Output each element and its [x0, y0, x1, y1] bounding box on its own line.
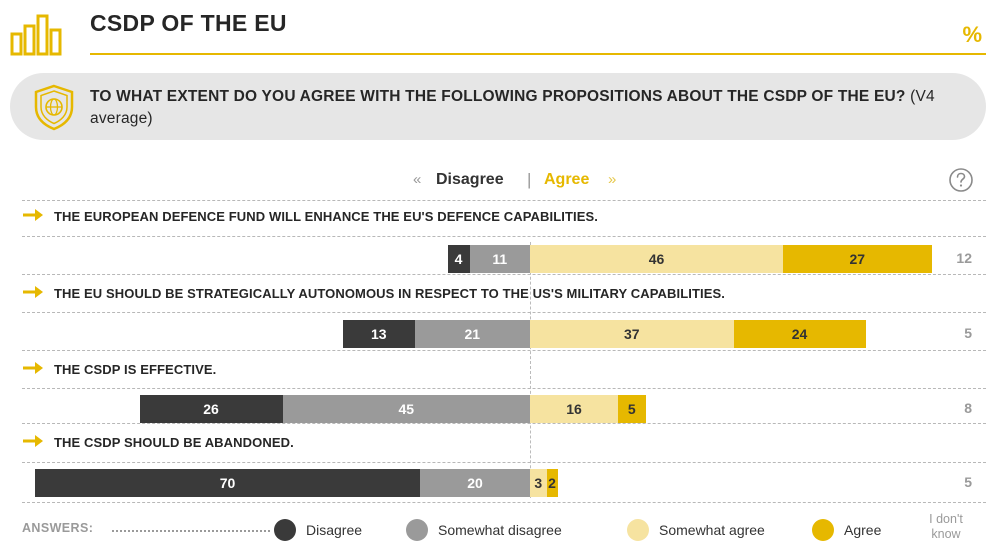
question-banner	[10, 73, 986, 140]
row-divider	[22, 236, 986, 237]
question-mark-circle-icon[interactable]	[948, 167, 974, 193]
dont-know-value: 12	[956, 250, 972, 266]
bar-segment-agree: 27	[783, 245, 932, 273]
bar-row: 70 20 3 2 5	[0, 469, 986, 497]
bar-row: 4 11 46 27 12	[0, 245, 986, 273]
legend-item-somewhat-disagree: Somewhat disagree	[406, 518, 562, 542]
percent-unit-label: %	[962, 22, 982, 47]
bar-segment-agree: 24	[733, 320, 866, 348]
row-divider	[22, 462, 986, 463]
dont-know-value: 5	[964, 325, 972, 341]
legend-item-disagree: Disagree	[274, 518, 362, 542]
legend-item-agree: Agree	[812, 518, 881, 542]
bar-segment-somewhat-agree: 37	[530, 320, 734, 348]
double-chevron-right-icon: »	[608, 171, 617, 188]
answers-label: ANSWERS:	[22, 521, 94, 535]
arrow-right-icon	[22, 361, 44, 378]
arrow-right-icon	[22, 285, 44, 302]
bar-segment-disagree: 26	[139, 395, 283, 423]
bar-segment-somewhat-agree: 46	[530, 245, 783, 273]
proposition-label: THE EU SHOULD BE STRATEGICALLY AUTONOMOU…	[22, 285, 725, 302]
row-divider	[22, 200, 986, 201]
legend-dot-disagree	[274, 519, 296, 541]
proposition-label: THE EUROPEAN DEFENCE FUND WILL ENHANCE T…	[22, 208, 598, 225]
row-divider	[22, 388, 986, 389]
legend-dot-somewhat-disagree	[406, 519, 428, 541]
double-chevron-left-icon: «	[413, 171, 422, 188]
direction-disagree-label: Disagree	[436, 171, 504, 188]
row-divider	[22, 274, 986, 275]
bar-segment-agree: 2	[546, 469, 558, 497]
bar-segment-agree: 5	[618, 395, 646, 423]
question-main: TO WHAT EXTENT DO YOU AGREE WITH THE FOL…	[90, 88, 906, 105]
bar-chart-logo-icon	[10, 14, 62, 56]
dont-know-value: 5	[964, 474, 972, 490]
bar-row: 13 21 37 24 5	[0, 320, 986, 348]
bar-segment-somewhat-disagree: 11	[469, 245, 530, 273]
center-axis-line	[530, 242, 531, 498]
direction-separator: |	[527, 170, 532, 189]
legend-label-disagree: Disagree	[306, 522, 363, 538]
proposition-label: THE CSDP IS EFFECTIVE.	[22, 361, 216, 378]
proposition-text: THE EU SHOULD BE STRATEGICALLY AUTONOMOU…	[54, 286, 725, 302]
question-note: (V4 average)	[90, 88, 935, 127]
arrow-right-icon	[22, 208, 44, 225]
proposition-text: THE CSDP IS EFFECTIVE.	[54, 362, 217, 378]
bar-segment-disagree: 13	[343, 320, 415, 348]
bar-segment-somewhat-disagree: 45	[282, 395, 530, 423]
bar-segment-disagree: 70	[35, 469, 420, 497]
row-divider	[22, 502, 986, 503]
row-divider	[22, 423, 986, 424]
legend-dont-know: I don't know	[929, 512, 963, 541]
bar-segment-somewhat-agree: 3	[530, 469, 547, 497]
bar-segment-somewhat-agree: 16	[530, 395, 618, 423]
dont-know-value: 8	[964, 400, 972, 416]
row-divider	[22, 350, 986, 351]
proposition-text: THE EUROPEAN DEFENCE FUND WILL ENHANCE T…	[54, 209, 598, 225]
legend-dot-somewhat-agree	[627, 519, 649, 541]
proposition-text: THE CSDP SHOULD BE ABANDONED.	[54, 435, 294, 451]
legend-item-somewhat-agree: Somewhat agree	[627, 518, 765, 542]
proposition-label: THE CSDP SHOULD BE ABANDONED.	[22, 434, 294, 451]
bar-segment-somewhat-disagree: 21	[414, 320, 530, 348]
legend-label-somewhat-disagree: Somewhat disagree	[438, 522, 562, 538]
question-text: TO WHAT EXTENT DO YOU AGREE WITH THE FOL…	[90, 86, 950, 130]
bar-row: 26 45 16 5 8	[0, 395, 986, 423]
legend-dot-agree	[812, 519, 834, 541]
answers-dotted-leader	[112, 530, 270, 532]
legend-label-somewhat-agree: Somewhat agree	[659, 522, 765, 538]
legend-label-agree: Agree	[844, 522, 882, 538]
bar-segment-somewhat-disagree: 20	[420, 469, 530, 497]
arrow-right-icon	[22, 434, 44, 451]
row-divider	[22, 312, 986, 313]
direction-agree-label: Agree	[544, 171, 590, 188]
bar-segment-disagree: 4	[447, 245, 470, 273]
page-title: CSDP OF THE EU	[90, 10, 287, 36]
direction-legend: « Disagree | Agree »	[0, 170, 986, 192]
title-underline	[90, 53, 986, 55]
shield-globe-icon	[34, 84, 74, 131]
